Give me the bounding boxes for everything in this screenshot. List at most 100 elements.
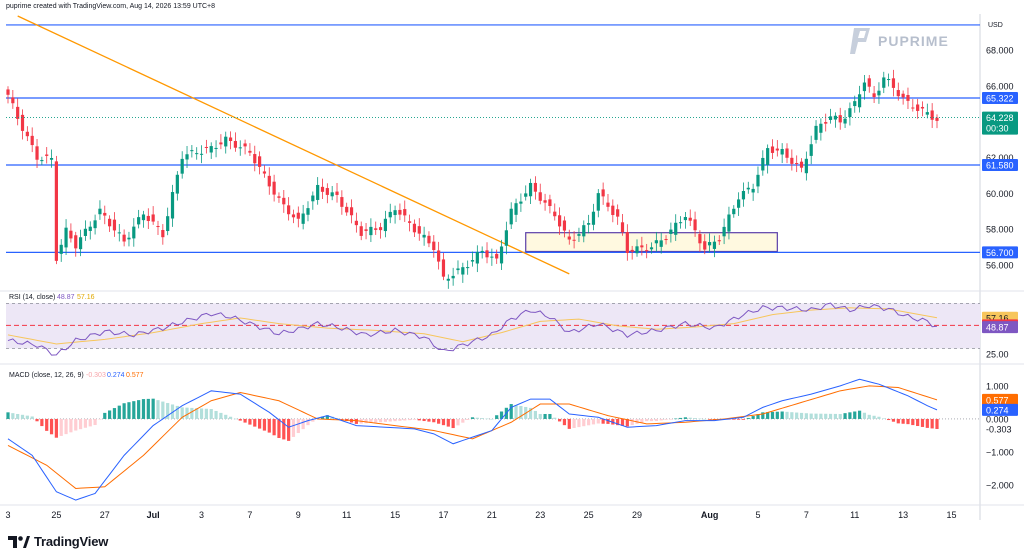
candle-body	[862, 82, 867, 92]
candle	[727, 206, 731, 240]
candle	[422, 226, 426, 246]
macd-histogram-bar	[195, 408, 199, 419]
candle	[707, 233, 712, 253]
candle	[485, 242, 489, 264]
candle	[543, 193, 547, 211]
candle	[683, 212, 687, 229]
macd-histogram-bar	[301, 418, 305, 430]
candle-body	[282, 197, 286, 205]
candle	[838, 107, 842, 130]
macd-histogram-bar	[40, 418, 44, 427]
candle-body	[804, 158, 808, 174]
candle	[712, 235, 717, 258]
macd-histogram-bar	[587, 418, 591, 426]
macd-histogram-bar	[108, 410, 112, 419]
candle	[146, 208, 150, 229]
price-pane	[6, 15, 980, 289]
last-price-bg	[982, 111, 1018, 135]
candle-body	[824, 122, 828, 124]
macd-histogram-bar	[833, 413, 837, 419]
macd-histogram-bar	[185, 407, 189, 419]
macd-histogram-bar	[509, 404, 513, 419]
macd-histogram-bar	[69, 418, 73, 433]
candle	[388, 203, 392, 224]
candle	[809, 135, 813, 165]
macd-histogram-bar	[669, 418, 673, 420]
tradingview-brand[interactable]: TradingView	[8, 534, 108, 549]
candle	[316, 177, 320, 205]
candle-body	[466, 267, 470, 269]
candle	[83, 220, 88, 241]
candle-body	[722, 226, 726, 237]
candle	[911, 99, 915, 112]
macd-histogram-bar	[291, 418, 296, 437]
candle-body	[156, 226, 160, 228]
candle	[490, 248, 494, 266]
macd-histogram-bar	[688, 417, 692, 419]
candle-body	[843, 118, 847, 124]
time-tick-label: 3	[199, 510, 204, 520]
candle	[833, 112, 837, 128]
candle	[620, 214, 625, 236]
macd-histogram-bar	[751, 416, 755, 419]
candle-body	[412, 223, 417, 233]
candle-body	[625, 232, 629, 253]
candle	[78, 229, 83, 257]
macd-histogram-bar	[703, 418, 707, 420]
price-level-label: 65.322	[982, 91, 1018, 104]
candle-body	[906, 95, 910, 101]
price-level-label-text: 65.322	[986, 93, 1014, 103]
candle-body	[451, 275, 455, 279]
candle	[166, 207, 170, 236]
candle	[925, 103, 929, 119]
candle	[69, 223, 73, 243]
macd-legend-label: MACD (close, 12, 26, 9)	[9, 372, 84, 379]
candle-body	[151, 214, 155, 222]
candle-body	[349, 207, 354, 216]
macd-histogram-bar	[175, 405, 179, 419]
candle	[649, 242, 654, 254]
candle	[349, 199, 354, 224]
candle	[233, 132, 238, 152]
candle	[214, 140, 218, 158]
candle-body	[170, 192, 175, 219]
macd-histogram-bar	[853, 411, 857, 419]
candle-body	[108, 218, 112, 227]
candle-body	[630, 249, 634, 252]
time-tick-label: 7	[804, 510, 809, 520]
macd-histogram-bar	[437, 418, 441, 424]
candle-body	[238, 147, 242, 149]
macd-histogram-bar	[930, 418, 934, 429]
macd-histogram-bar	[678, 417, 683, 419]
candle	[698, 230, 702, 252]
candle-body	[567, 236, 571, 240]
candle	[848, 102, 852, 126]
candle-body	[78, 237, 83, 250]
candle	[862, 75, 867, 100]
candle	[877, 82, 881, 104]
time-tick-label: 17	[438, 510, 448, 520]
macd-histogram-bar	[466, 418, 470, 420]
macd-histogram-bar	[911, 418, 915, 426]
candle	[596, 189, 600, 218]
macd-hist-value-label-text: -0.303	[986, 424, 1012, 434]
candle	[291, 209, 296, 224]
candle	[867, 74, 871, 93]
macd-hist-legend-value: -0.303	[86, 372, 106, 379]
macd-histogram-bar	[698, 418, 702, 420]
candle	[785, 143, 789, 164]
candle-body	[345, 206, 349, 213]
price-level-label-bg	[982, 246, 1018, 259]
candle	[6, 86, 10, 104]
candle	[645, 243, 649, 259]
candle	[891, 69, 896, 97]
macd-histogram-bar	[582, 418, 586, 427]
puprime-logo-icon	[850, 28, 870, 54]
candle	[717, 235, 721, 245]
candle	[103, 205, 107, 225]
candle-body	[161, 229, 165, 238]
candle-body	[562, 220, 567, 231]
candle	[495, 249, 499, 264]
candle	[567, 229, 571, 245]
